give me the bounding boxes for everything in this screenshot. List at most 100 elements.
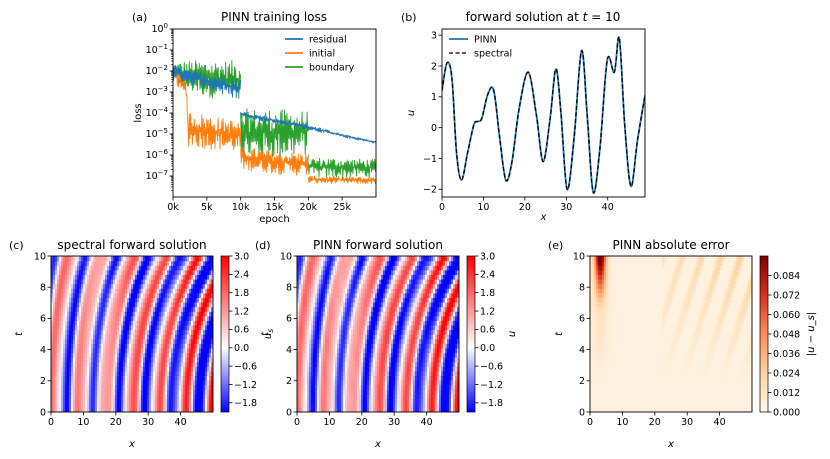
heatmap-cell — [335, 324, 338, 331]
heatmap-cell — [99, 379, 102, 386]
heatmap-cell — [161, 292, 164, 298]
heatmap-cell — [169, 407, 172, 412]
heatmap-cell — [401, 297, 404, 303]
heatmap-cell — [93, 361, 96, 367]
heatmap-cell — [51, 352, 54, 358]
heatmap-cell — [435, 320, 438, 326]
heatmap-cell — [83, 334, 86, 340]
heatmap-cell — [197, 361, 200, 367]
heatmap-cell — [387, 361, 390, 367]
heatmap-cell — [163, 260, 166, 266]
heatmap-cell — [427, 306, 430, 312]
heatmap-cell — [305, 379, 308, 386]
heatmap-cell — [305, 315, 308, 321]
heatmap-cell — [123, 366, 126, 372]
heatmap-cell — [301, 320, 304, 326]
heatmap-cell — [63, 352, 66, 358]
heatmap-cell — [361, 384, 364, 390]
heatmap-cell — [439, 393, 442, 399]
heatmap-cell — [187, 301, 190, 308]
heatmap-cell — [123, 370, 126, 376]
heatmap-cell — [209, 324, 212, 331]
heatmap-cell — [345, 379, 348, 386]
heatmap-cell — [151, 301, 154, 308]
heatmap-cell — [353, 389, 356, 395]
heatmap-cell — [87, 407, 90, 412]
heatmap-cell — [413, 297, 416, 303]
heatmap-cell — [361, 379, 364, 386]
heatmap-cell — [199, 402, 202, 409]
x-tick-label: 5k — [201, 202, 213, 213]
heatmap-cell — [71, 347, 74, 353]
heatmap-cell — [53, 375, 56, 381]
heatmap-cell — [449, 402, 452, 409]
heatmap-cell — [179, 398, 182, 404]
heatmap-cell — [103, 265, 106, 271]
heatmap-cell — [153, 402, 156, 409]
heatmap-cell — [73, 292, 76, 298]
heatmap-cell — [299, 389, 302, 395]
heatmap-cell — [131, 407, 134, 412]
heatmap-cell — [307, 366, 310, 372]
heatmap-cell — [121, 256, 124, 262]
heatmap-cell — [341, 384, 344, 390]
heatmap-cell — [411, 347, 414, 353]
heatmap-cell — [187, 278, 190, 285]
heatmap-cell — [297, 407, 300, 412]
heatmap-cell — [183, 288, 186, 294]
heatmap-cell — [63, 389, 66, 395]
heatmap-cell — [171, 306, 174, 312]
heatmap-cell — [321, 320, 324, 326]
heatmap-cell — [107, 402, 110, 409]
heatmap-cell — [207, 274, 210, 280]
heatmap-cell — [355, 324, 358, 331]
heatmap-cell — [351, 356, 354, 363]
heatmap-cell — [355, 306, 358, 312]
heatmap-cell — [441, 393, 444, 399]
heatmap-cell — [127, 315, 130, 321]
heatmap-cell — [349, 361, 352, 367]
heatmap-cell — [177, 398, 180, 404]
heatmap-cell — [325, 297, 328, 303]
heatmap-cell — [359, 402, 362, 409]
heatmap-cell — [209, 393, 212, 399]
heatmap-cell — [399, 398, 402, 404]
heatmap-cell — [333, 370, 336, 376]
heatmap-cell — [331, 375, 334, 381]
heatmap-cell — [149, 407, 152, 412]
heatmap-cell — [411, 301, 414, 308]
heatmap-cell — [359, 311, 362, 317]
heatmap-cell — [107, 269, 110, 275]
heatmap-cell — [419, 343, 422, 349]
heatmap-cell — [81, 398, 84, 404]
heatmap-cell — [421, 389, 424, 395]
heatmap-cell — [169, 256, 172, 262]
heatmap-cell — [189, 334, 192, 340]
heatmap-cell — [313, 393, 316, 399]
heatmap-cell — [453, 301, 456, 308]
heatmap-cell — [321, 306, 324, 312]
heatmap-cell — [421, 334, 424, 340]
heatmap-cell — [121, 407, 124, 412]
heatmap-cell — [171, 315, 174, 321]
heatmap-cell — [55, 306, 58, 312]
heatmap-cell — [149, 306, 152, 312]
heatmap-cell — [83, 343, 86, 349]
heatmap-cell — [153, 407, 156, 412]
heatmap-cell — [333, 361, 336, 367]
heatmap-cell — [311, 352, 314, 358]
heatmap-cell — [199, 311, 202, 317]
heatmap-cell — [97, 324, 100, 331]
heatmap-cell — [137, 366, 140, 372]
heatmap-cell — [181, 315, 184, 321]
heatmap-cell — [409, 393, 412, 399]
heatmap-cell — [149, 297, 152, 303]
heatmap-cell — [153, 393, 156, 399]
heatmap-cell — [85, 274, 88, 280]
heatmap-cell — [193, 301, 196, 308]
heatmap-cell — [203, 343, 206, 349]
heatmap-cell — [81, 288, 84, 294]
heatmap-cell — [369, 384, 372, 390]
heatmap-cell — [409, 352, 412, 358]
heatmap-cell — [191, 352, 194, 358]
